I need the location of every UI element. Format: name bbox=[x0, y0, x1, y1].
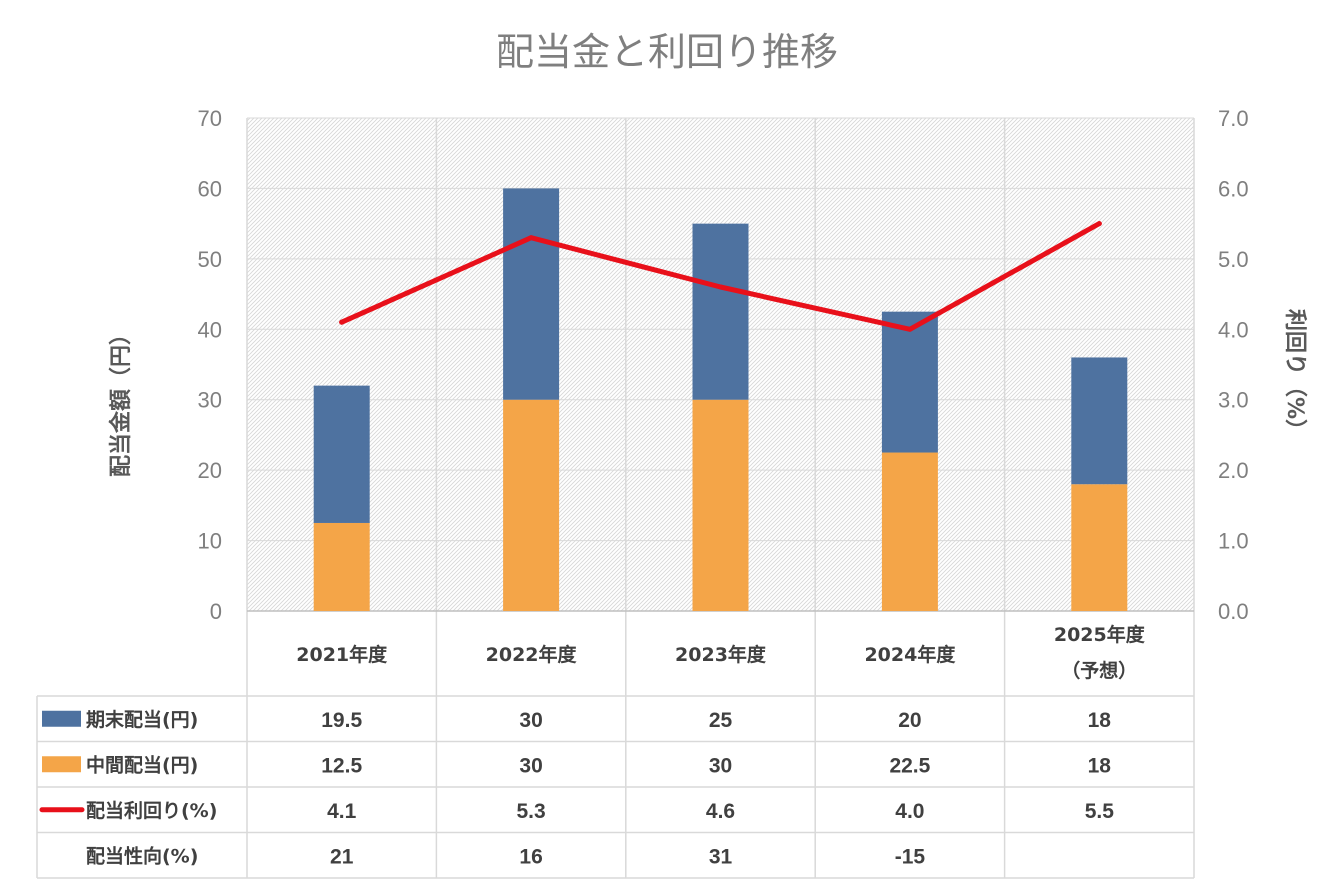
table-cell: 30 bbox=[709, 754, 732, 777]
yield-line-series bbox=[339, 221, 1102, 332]
category-label: 2022年度 bbox=[486, 643, 578, 666]
category-label: （予想） bbox=[1061, 659, 1137, 682]
table-cell: 5.3 bbox=[516, 800, 545, 823]
table-cell: 30 bbox=[519, 754, 542, 777]
right-tick-label: 6.0 bbox=[1218, 176, 1249, 201]
gridlines bbox=[246, 117, 1195, 878]
row-label: 配当利回り(%) bbox=[86, 799, 217, 822]
right-tick-label: 2.0 bbox=[1218, 458, 1249, 483]
right-tick-label: 3.0 bbox=[1218, 388, 1249, 413]
bar-segment bbox=[503, 188, 560, 400]
category-label: 2021年度 bbox=[296, 643, 388, 666]
left-tick-label: 10 bbox=[198, 529, 222, 554]
data-table: 2021年度 2022年度 2023年度 2024年度 2025年度 （予想） 期末配当(円… bbox=[36, 623, 1194, 879]
table-cell: 31 bbox=[709, 845, 733, 868]
bar-segment bbox=[1071, 357, 1128, 485]
table-cell: 5.5 bbox=[1085, 800, 1115, 823]
bar-segment bbox=[692, 223, 749, 400]
table-cell: 21 bbox=[330, 845, 354, 868]
table-cell: 4.6 bbox=[706, 800, 735, 823]
bar-segment bbox=[313, 522, 370, 611]
category-label: 2025年度 bbox=[1054, 623, 1146, 646]
table-cell: 22.5 bbox=[889, 754, 930, 777]
table-cell: 4.0 bbox=[895, 800, 924, 823]
right-tick-label: 7.0 bbox=[1218, 106, 1249, 131]
bar-segment bbox=[881, 452, 938, 611]
right-axis-label: 利回り（%） bbox=[1282, 309, 1307, 441]
table-cell: -15 bbox=[895, 845, 926, 868]
table-cell: 20 bbox=[898, 709, 921, 732]
right-tick-label: 5.0 bbox=[1218, 247, 1249, 272]
bar-series bbox=[313, 188, 1128, 611]
table-cell: 30 bbox=[519, 709, 542, 732]
chart-title: 配当金と利回り推移 bbox=[496, 30, 838, 74]
left-tick-label: 60 bbox=[198, 176, 222, 201]
right-tick-label: 1.0 bbox=[1218, 529, 1249, 554]
left-tick-label: 0 bbox=[210, 599, 222, 624]
left-axis-ticks: 0 10 20 30 40 50 60 70 bbox=[198, 106, 222, 624]
right-axis-ticks: 0.0 1.0 2.0 3.0 4.0 5.0 6.0 7.0 bbox=[1218, 106, 1249, 624]
bar-segment bbox=[313, 385, 370, 523]
left-axis-label: 配当金額（円） bbox=[108, 323, 134, 477]
table-cell: 19.5 bbox=[321, 709, 362, 732]
left-tick-label: 20 bbox=[198, 458, 222, 483]
yield-point bbox=[718, 284, 723, 290]
yield-point bbox=[1096, 221, 1102, 227]
row-label: 期末配当(円) bbox=[86, 708, 198, 731]
table-cell: 18 bbox=[1088, 754, 1112, 777]
bar-segment bbox=[503, 399, 560, 611]
legend-key bbox=[42, 710, 81, 727]
bar-segment bbox=[692, 399, 749, 611]
right-tick-label: 0.0 bbox=[1218, 599, 1249, 624]
yield-point bbox=[907, 326, 913, 332]
left-tick-label: 30 bbox=[198, 388, 222, 413]
right-tick-label: 4.0 bbox=[1218, 317, 1249, 342]
bar-segment bbox=[1071, 484, 1128, 611]
category-label: 2023年度 bbox=[675, 643, 767, 666]
yield-point bbox=[528, 235, 534, 241]
left-tick-label: 50 bbox=[198, 247, 222, 272]
table-cell: 4.1 bbox=[327, 800, 357, 823]
table-cell: 18 bbox=[1088, 709, 1112, 732]
category-label: 2024年度 bbox=[864, 643, 956, 666]
row-label: 中間配当(円) bbox=[86, 753, 198, 776]
yield-point bbox=[339, 319, 345, 325]
row-label: 配当性向(%) bbox=[86, 844, 198, 867]
bar-segment bbox=[881, 311, 938, 453]
table-cell: 16 bbox=[519, 845, 542, 868]
legend-key bbox=[42, 756, 81, 773]
table-cell: 12.5 bbox=[321, 754, 362, 777]
table-cell: 25 bbox=[709, 709, 733, 732]
left-tick-label: 40 bbox=[198, 317, 222, 342]
left-tick-label: 70 bbox=[198, 106, 222, 131]
